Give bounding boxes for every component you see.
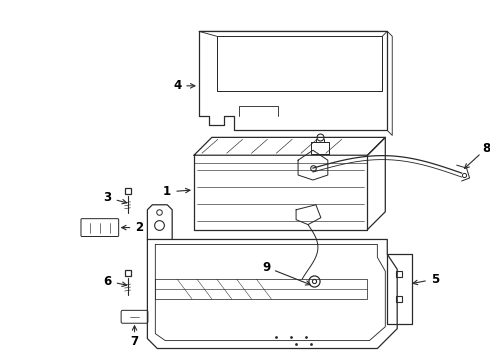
Text: 2: 2 bbox=[135, 221, 144, 234]
Text: 7: 7 bbox=[130, 335, 139, 348]
Text: 3: 3 bbox=[104, 192, 112, 204]
Text: 9: 9 bbox=[262, 261, 270, 274]
Text: 8: 8 bbox=[482, 142, 490, 155]
Text: 5: 5 bbox=[431, 273, 439, 285]
Text: 1: 1 bbox=[163, 185, 172, 198]
Text: 6: 6 bbox=[103, 275, 112, 288]
Text: 4: 4 bbox=[173, 79, 181, 92]
